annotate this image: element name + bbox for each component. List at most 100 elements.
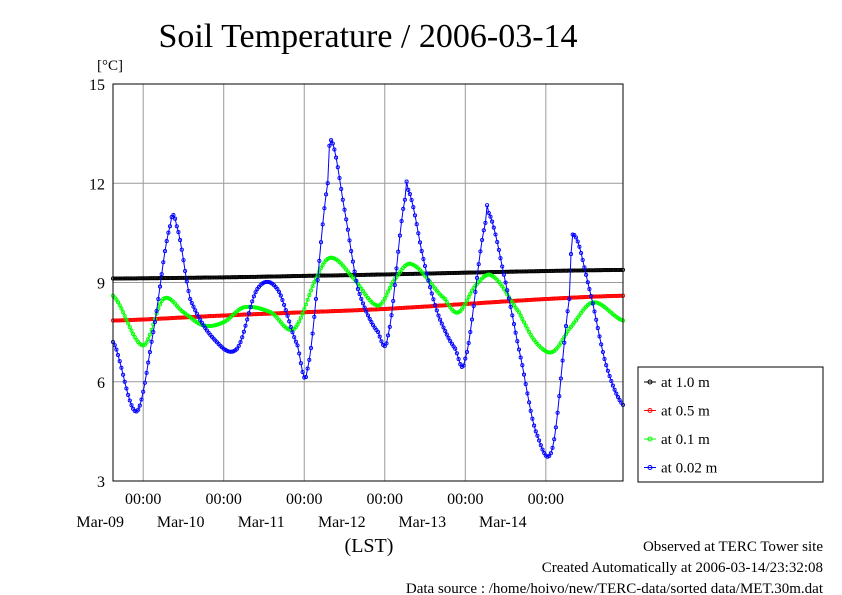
data-point [300,369,305,375]
data-point [594,317,599,322]
data-point [322,206,327,211]
data-point [394,266,399,271]
data-point [533,429,538,434]
data-point [540,447,545,452]
data-point [139,397,144,402]
data-point [124,386,129,391]
data-point [530,416,535,421]
data-point [115,300,121,305]
data-point [614,391,619,396]
data-point [121,310,126,315]
data-point [117,303,122,308]
data-point [127,398,132,403]
data-point [189,300,194,306]
data-point [119,306,124,311]
data-point [376,330,381,335]
data-point [520,363,525,368]
data-point [478,249,483,254]
data-point [181,258,186,263]
data-point [387,286,392,291]
data-point [122,379,127,384]
y-tick-label: 9 [97,276,105,293]
data-point [527,329,532,334]
data-point [397,233,402,238]
footer-source: Data source : /home/hoivo/new/TERC-data/… [406,581,824,595]
data-point [454,310,459,315]
data-point [444,332,449,337]
data-point [476,262,481,267]
data-point [488,214,493,219]
data-point [433,302,438,308]
data-point [401,206,406,211]
y-tick-labels: 3 6 9 12 15 [89,77,105,491]
data-point [563,324,569,329]
data-point [491,225,496,230]
data-point [154,308,159,314]
data-point [419,249,424,254]
data-point [532,423,537,428]
data-point [312,280,317,285]
data-point [612,387,617,392]
x-tick-date: Mar-13 [398,514,446,531]
data-point [305,297,310,302]
data-point [599,342,604,347]
data-point [193,308,198,313]
data-point [516,347,522,352]
data-point [520,316,525,322]
data-point [146,360,151,365]
data-point [443,329,448,334]
data-point [610,383,615,388]
data-point [302,307,307,312]
data-point [157,284,163,289]
data-point [122,313,127,318]
data-point [198,317,203,322]
data-point [324,192,329,197]
data-point [300,311,305,316]
data-point [384,293,389,298]
x-tick-date: Mar-10 [157,514,205,531]
data-point [295,322,300,327]
data-point [152,320,157,325]
x-tick-time: 00:00 [447,491,483,508]
data-point [344,217,349,222]
data-point [535,433,540,438]
data-point [580,257,585,263]
data-point [615,395,621,400]
data-point [461,363,466,368]
data-point [277,289,282,294]
data-point [582,265,587,270]
data-point [235,346,240,351]
data-point [550,445,555,450]
plot-frame [112,83,624,482]
data-point [317,269,322,274]
x-tick-time: 00:00 [125,491,161,508]
data-point [308,288,314,293]
data-point [179,247,184,252]
data-point [585,280,590,285]
data-point [297,319,302,324]
data-point [345,227,350,232]
data-point [144,370,149,375]
data-point [340,197,345,202]
data-point [481,228,486,233]
data-point [327,143,332,148]
data-point [298,315,303,320]
data-point [290,330,295,335]
data-point [119,365,124,370]
data-point [500,264,505,269]
data-point [360,301,366,306]
data-point [131,332,136,337]
data-point [295,343,300,348]
data-point [167,224,173,229]
data-point [337,175,342,181]
data-point [538,443,543,448]
x-axis-label: (LST) [345,535,394,557]
data-point [557,394,562,399]
data-point [357,292,362,297]
data-point [426,278,431,283]
data-point [443,296,448,302]
data-point [453,346,458,351]
data-point [352,269,357,274]
legend-items: at 1.0 m at 0.5 m at 0.1 m at 0.02 m [644,375,718,477]
data-point [607,374,612,379]
